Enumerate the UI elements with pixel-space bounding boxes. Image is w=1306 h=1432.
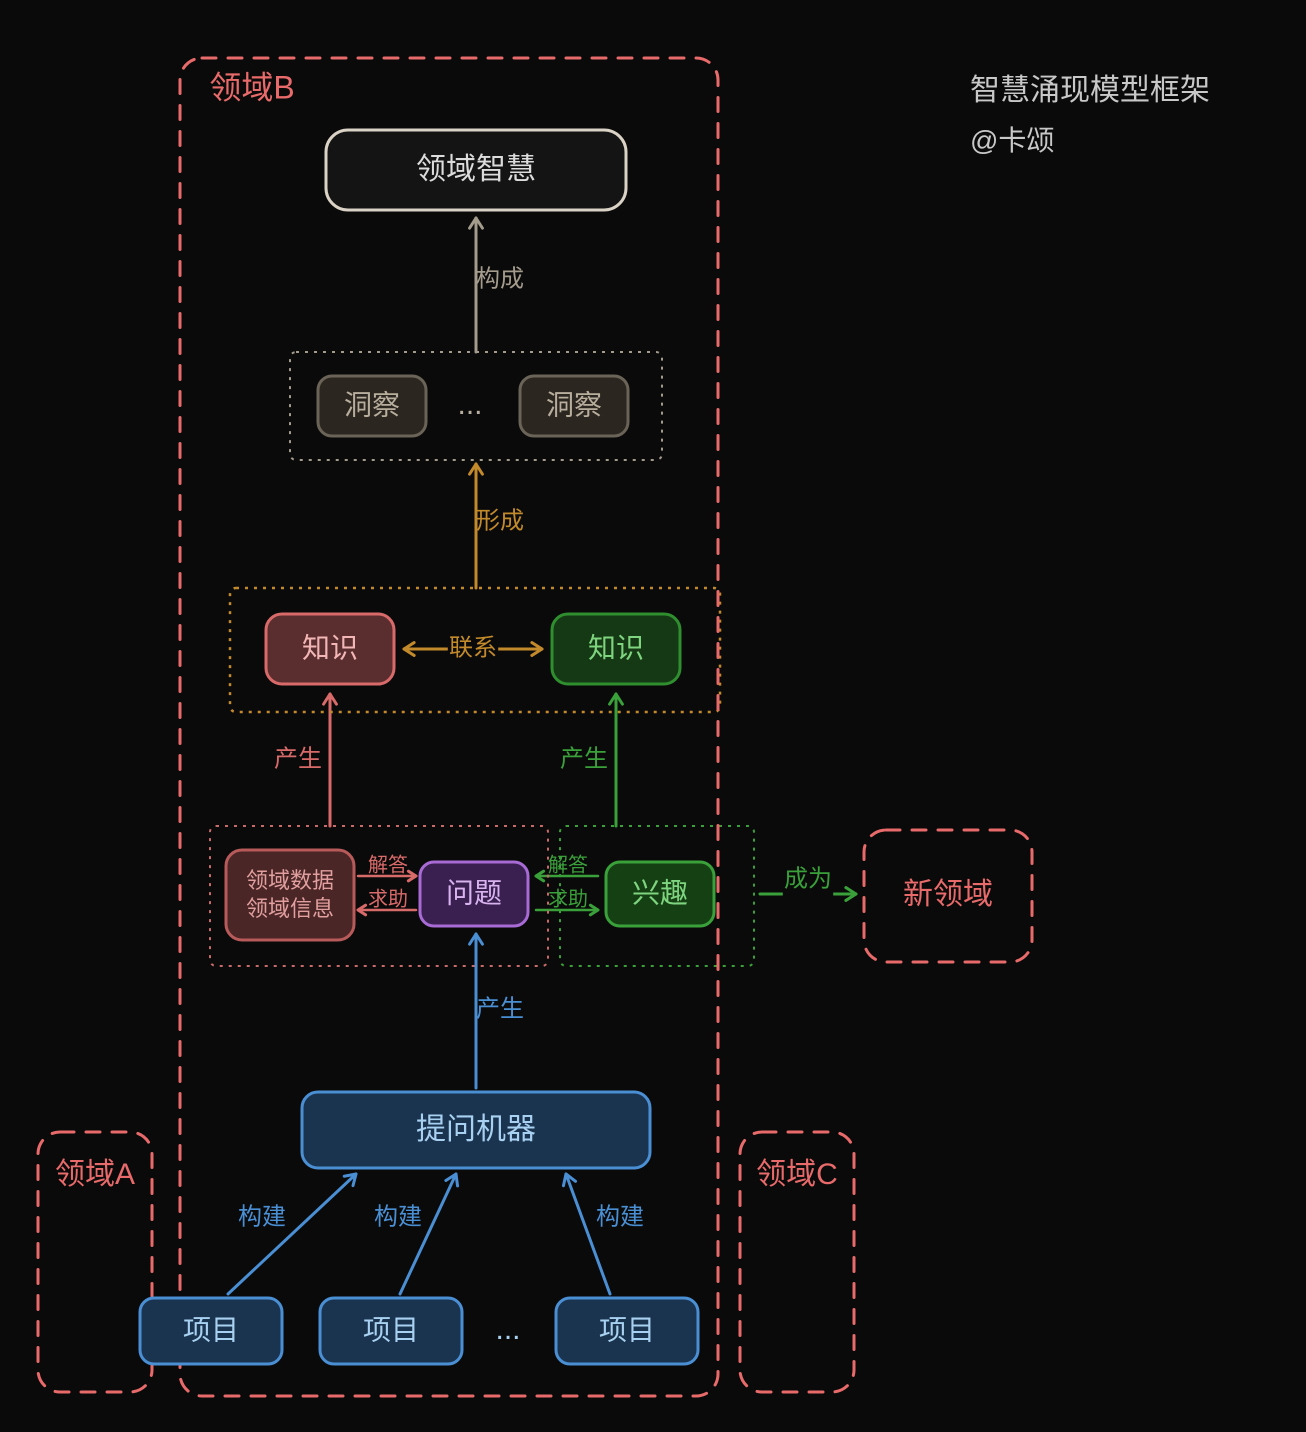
node-label-insight1: 洞察 — [344, 389, 400, 420]
node-label-project3: 项目 — [599, 1314, 655, 1345]
node-label-domainData-1: 领域数据 — [246, 868, 334, 893]
edge-label-e-form: 形成 — [476, 507, 524, 534]
node-insightDots: ... — [457, 388, 482, 421]
node-label-knowledge2: 知识 — [588, 632, 644, 663]
node-label-questionMachine: 提问机器 — [416, 1113, 536, 1146]
edge-label-e-help1: 求助 — [368, 887, 408, 910]
edge-label-e-build3: 构建 — [596, 1203, 644, 1230]
node-domainB: 领域B — [209, 69, 294, 105]
node-projectDots: ... — [495, 1313, 520, 1346]
diagram-author: @卡颂 — [970, 125, 1054, 156]
node-label-domainA: 领域A — [55, 1158, 135, 1191]
edge-label-e-link-lr: 联系 — [449, 634, 497, 661]
edge-label-e-build1: 构建 — [238, 1203, 286, 1230]
node-label-question: 问题 — [446, 877, 502, 908]
edge-label-e-wisdom: 构成 — [476, 265, 524, 292]
node-label-interest: 兴趣 — [632, 877, 688, 908]
edge-label-e-produce3: 产生 — [476, 995, 524, 1022]
node-label-domainData-2: 领域信息 — [246, 896, 334, 921]
edge-label-e-produce1: 产生 — [274, 745, 322, 772]
node-label-project1: 项目 — [183, 1314, 239, 1345]
edge-label-e-help2: 求助 — [548, 887, 588, 910]
node-label-project2: 项目 — [363, 1314, 419, 1345]
node-label-knowledge1: 知识 — [302, 632, 358, 663]
edge-label-e-answer1: 解答 — [368, 853, 408, 876]
edge-label-e-become: 成为 — [784, 865, 832, 892]
diagram-canvas: 构成形成联系产生产生解答求助解答求助成为产生构建构建构建领域B领域智慧洞察...… — [0, 0, 1306, 1432]
node-label-wisdom: 领域智慧 — [416, 153, 536, 186]
edge-label-e-build2: 构建 — [374, 1203, 422, 1230]
edge-label-e-produce2: 产生 — [560, 745, 608, 772]
diagram-title: 智慧涌现模型框架 — [970, 74, 1210, 107]
node-label-domainC: 领域C — [756, 1158, 838, 1191]
node-label-insight2: 洞察 — [546, 389, 602, 420]
node-label-newDomain: 新领域 — [903, 878, 993, 911]
edge-label-e-answer2: 解答 — [548, 853, 588, 876]
